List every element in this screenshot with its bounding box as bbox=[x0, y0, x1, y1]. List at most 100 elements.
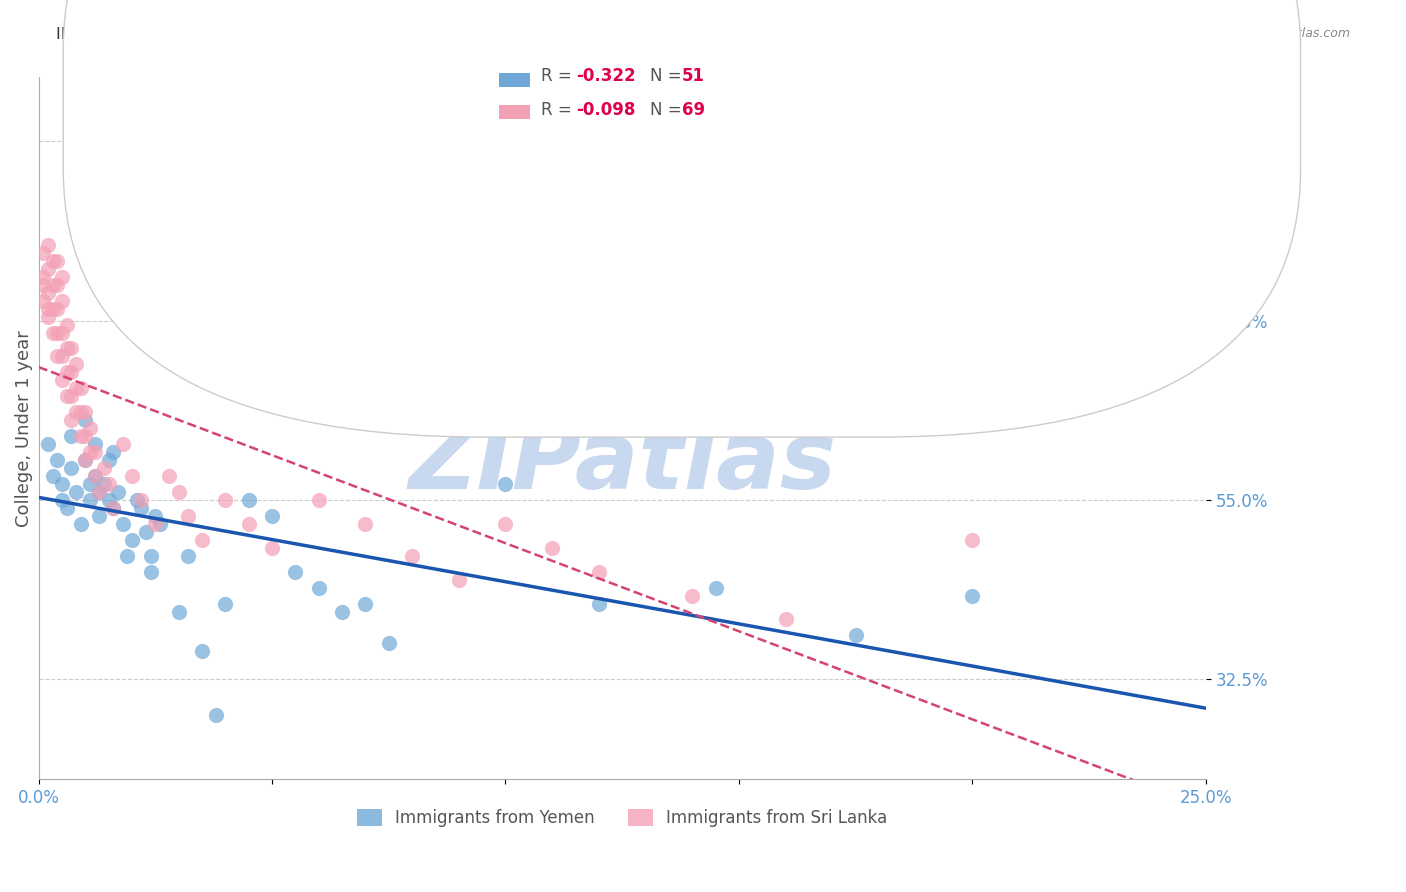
Point bbox=[51, 492, 73, 507]
Point bbox=[37, 310, 59, 324]
Point bbox=[121, 469, 143, 483]
Point bbox=[103, 445, 125, 459]
Text: N =: N = bbox=[650, 67, 686, 85]
Point bbox=[129, 500, 152, 515]
Point bbox=[51, 350, 73, 364]
Point bbox=[143, 508, 166, 523]
Point bbox=[51, 293, 73, 308]
Point bbox=[37, 237, 59, 252]
Point bbox=[55, 365, 77, 379]
Point bbox=[32, 245, 55, 260]
Point bbox=[46, 253, 69, 268]
Point bbox=[41, 253, 63, 268]
Point bbox=[75, 453, 97, 467]
Point bbox=[65, 358, 87, 372]
Point bbox=[60, 429, 83, 443]
Point bbox=[260, 508, 283, 523]
Point bbox=[60, 389, 83, 403]
Point bbox=[260, 541, 283, 555]
Point bbox=[79, 477, 101, 491]
Point bbox=[447, 573, 470, 587]
Point bbox=[51, 373, 73, 387]
Point bbox=[377, 636, 399, 650]
Point bbox=[214, 492, 236, 507]
Point bbox=[205, 708, 228, 723]
Point bbox=[330, 605, 353, 619]
Point bbox=[157, 469, 180, 483]
Point bbox=[55, 318, 77, 332]
Point bbox=[89, 485, 111, 500]
Text: 51: 51 bbox=[682, 67, 704, 85]
Point bbox=[177, 549, 200, 563]
Point bbox=[69, 381, 91, 395]
Point bbox=[41, 301, 63, 316]
Point bbox=[65, 485, 87, 500]
Point bbox=[60, 365, 83, 379]
Point bbox=[167, 605, 190, 619]
Point bbox=[41, 277, 63, 292]
Point bbox=[41, 469, 63, 483]
Point bbox=[97, 492, 120, 507]
Point bbox=[75, 453, 97, 467]
Point bbox=[494, 516, 516, 531]
Point bbox=[494, 477, 516, 491]
Point bbox=[75, 413, 97, 427]
Point bbox=[238, 516, 260, 531]
Point bbox=[69, 516, 91, 531]
Point bbox=[93, 477, 115, 491]
Point bbox=[79, 445, 101, 459]
Point bbox=[32, 277, 55, 292]
Point bbox=[111, 437, 134, 451]
Text: IMMIGRANTS FROM YEMEN VS IMMIGRANTS FROM SRI LANKA COLLEGE, UNDER 1 YEAR CORRELA: IMMIGRANTS FROM YEMEN VS IMMIGRANTS FROM… bbox=[56, 27, 936, 42]
Text: R =: R = bbox=[541, 67, 578, 85]
Point bbox=[135, 524, 157, 539]
Point bbox=[79, 421, 101, 435]
Point bbox=[191, 644, 214, 658]
Point bbox=[55, 342, 77, 356]
Point bbox=[60, 413, 83, 427]
Point bbox=[139, 565, 162, 579]
Point bbox=[46, 350, 69, 364]
Point bbox=[541, 541, 564, 555]
Point bbox=[97, 453, 120, 467]
Y-axis label: College, Under 1 year: College, Under 1 year bbox=[15, 330, 32, 526]
Point bbox=[354, 597, 377, 611]
Point bbox=[51, 477, 73, 491]
Point bbox=[962, 533, 984, 547]
Point bbox=[103, 500, 125, 515]
Point bbox=[41, 326, 63, 340]
Point bbox=[125, 492, 148, 507]
Point bbox=[83, 437, 105, 451]
Point bbox=[46, 301, 69, 316]
Point bbox=[60, 461, 83, 475]
Point bbox=[191, 533, 214, 547]
Point bbox=[177, 508, 200, 523]
Legend: Immigrants from Yemen, Immigrants from Sri Lanka: Immigrants from Yemen, Immigrants from S… bbox=[350, 802, 894, 834]
Point bbox=[308, 581, 330, 595]
Point bbox=[308, 492, 330, 507]
Point bbox=[32, 293, 55, 308]
Point bbox=[354, 516, 377, 531]
Point bbox=[845, 628, 868, 642]
Point bbox=[83, 445, 105, 459]
Point bbox=[83, 469, 105, 483]
Point bbox=[37, 301, 59, 316]
Point bbox=[775, 612, 797, 626]
Point bbox=[55, 389, 77, 403]
Point bbox=[75, 429, 97, 443]
Point bbox=[46, 453, 69, 467]
Point bbox=[55, 500, 77, 515]
Point bbox=[46, 277, 69, 292]
Point bbox=[214, 597, 236, 611]
Point bbox=[167, 485, 190, 500]
Point bbox=[117, 549, 139, 563]
Point bbox=[962, 589, 984, 603]
Point bbox=[89, 485, 111, 500]
Point bbox=[69, 405, 91, 419]
Point bbox=[107, 485, 129, 500]
Text: 69: 69 bbox=[682, 101, 704, 119]
Point bbox=[65, 381, 87, 395]
Point bbox=[79, 492, 101, 507]
Text: -0.098: -0.098 bbox=[576, 101, 636, 119]
Point bbox=[401, 549, 423, 563]
